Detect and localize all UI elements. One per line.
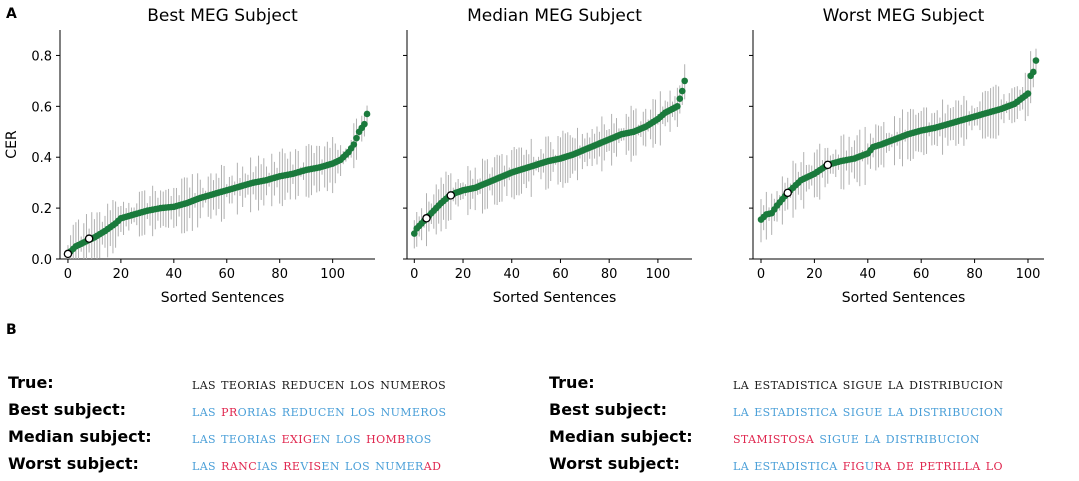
example-sentence: LA ESTADISTICA SIGUE LA DISTRIBUCION <box>733 375 1003 393</box>
x-tick-label: 80 <box>966 267 983 282</box>
x-tick-label: 20 <box>113 267 130 282</box>
correct-segment: SIGUE LA DISTRIBUCION <box>814 429 980 447</box>
x-tick-label: 80 <box>601 267 618 282</box>
correct-segment: EN LOS <box>312 429 367 447</box>
data-point <box>1030 68 1037 76</box>
correct-segment: IAS <box>257 456 284 474</box>
incorrect-segment: STAMISTOSA <box>733 429 815 447</box>
correct-segment: LAS TEORIAS <box>192 429 282 447</box>
chart-title: Median MEG Subject <box>467 6 642 26</box>
highlighted-point <box>446 191 456 200</box>
x-tick-label: 0 <box>410 267 418 282</box>
x-tick-label: 100 <box>320 267 345 282</box>
example-row-label: Median subject: <box>549 427 693 446</box>
correct-segment: V <box>300 456 309 474</box>
incorrect-segment: FIG <box>842 456 865 474</box>
example-sentence: LA ESTADISTICA SIGUE LA DISTRIBUCION <box>733 402 1003 420</box>
y-tick-label: 0.8 <box>31 49 52 64</box>
x-tick-label: 60 <box>552 267 569 282</box>
y-axis-label: CER <box>4 130 20 159</box>
y-tick-label: 0.4 <box>31 151 52 166</box>
incorrect-segment: EXIG <box>281 429 313 447</box>
data-point <box>681 77 688 85</box>
data-point <box>1032 57 1040 64</box>
highlighted-point <box>63 249 73 259</box>
x-tick-label: 40 <box>860 267 877 282</box>
x-tick-label: 40 <box>166 267 183 282</box>
incorrect-segment: RA DE PETRILLA LO <box>874 456 1003 474</box>
x-tick-label: 20 <box>806 267 823 282</box>
correct-segment: U <box>864 456 875 474</box>
x-axis-label: Sorted Sentences <box>842 290 966 306</box>
example-row-label: Worst subject: <box>8 454 139 473</box>
highlighted-point <box>422 214 431 223</box>
correct-segment: ORIAS REDUCEN LOS NUMEROS <box>237 402 447 420</box>
cer-charts: 0.0 0.2 0.4 0.6 0.8 0 20 40 60 80 100 Best MEG Subj… <box>4 6 1044 306</box>
panel-b-letter: B <box>6 322 17 338</box>
correct-segment: EN LOS NUMER <box>321 456 424 474</box>
data-point <box>353 134 360 142</box>
incorrect-segment: AD <box>423 456 442 474</box>
incorrect-segment: RE <box>283 456 301 474</box>
data-point <box>361 120 368 128</box>
data-point <box>678 87 686 95</box>
y-tick-label: 0.2 <box>31 202 52 217</box>
data-point <box>363 110 371 118</box>
x-tick-label: 100 <box>645 267 670 282</box>
x-tick-label: 20 <box>455 267 472 282</box>
x-tick-label: 80 <box>271 267 288 282</box>
example-row-label: Best subject: <box>8 400 127 419</box>
x-tick-label: 100 <box>1016 267 1041 282</box>
data-point <box>350 141 358 148</box>
correct-segment: ROS <box>405 429 432 447</box>
example-sentence: LAS PRORIAS REDUCEN LOS NUMEROS <box>192 402 446 420</box>
x-tick-label: 40 <box>503 267 520 282</box>
x-tick-label: 60 <box>913 267 930 282</box>
x-tick-label: 60 <box>218 267 235 282</box>
example-row-label: True: <box>8 373 54 392</box>
example-sentence: LAS TEORIAS REDUCEN LOS NUMEROS <box>192 375 446 393</box>
incorrect-segment: HOMB <box>366 429 406 447</box>
data-point <box>411 230 418 237</box>
x-axis-label: Sorted Sentences <box>493 290 617 306</box>
data-point <box>676 95 684 102</box>
example-row-label: Worst subject: <box>549 454 680 473</box>
y-tick-label: 0.0 <box>31 253 52 268</box>
true-segment: LA ESTADISTICA SIGUE LA DISTRIBUCION <box>733 375 1004 393</box>
highlighted-point <box>783 188 792 198</box>
chart-title: Worst MEG Subject <box>823 6 985 26</box>
example-row-label: Best subject: <box>549 400 668 419</box>
correct-segment: LA ESTADISTICA <box>733 456 843 474</box>
panel-a-letter: A <box>6 6 17 22</box>
correct-segment: LAS <box>192 402 222 420</box>
highlighted-point <box>823 160 833 170</box>
x-tick-label: 0 <box>757 267 765 282</box>
incorrect-segment: PR <box>221 402 238 420</box>
example-row-label: True: <box>549 373 595 392</box>
correct-segment: LAS <box>192 456 222 474</box>
example-sentence: STAMISTOSA SIGUE LA DISTRIBUCION <box>733 429 980 447</box>
data-point <box>1024 90 1032 97</box>
example-sentence: LAS RANCIAS REVISEN LOS NUMERAD <box>192 456 441 474</box>
incorrect-segment: IS <box>308 456 322 474</box>
x-axis-label: Sorted Sentences <box>161 290 285 306</box>
example-sentence: LA ESTADISTICA FIGURA DE PETRILLA LO <box>733 456 1003 474</box>
data-point <box>674 103 681 110</box>
incorrect-segment: RANC <box>221 456 258 474</box>
x-tick-label: 0 <box>64 267 72 282</box>
example-sentence: LAS TEORIAS EXIGEN LOS HOMBROS <box>192 429 432 447</box>
true-segment: LAS TEORIAS REDUCEN LOS NUMEROS <box>192 375 447 393</box>
highlighted-point <box>84 234 94 243</box>
y-tick-label: 0.6 <box>31 100 52 115</box>
chart-title: Best MEG Subject <box>147 6 298 26</box>
example-row-label: Median subject: <box>8 427 152 446</box>
correct-segment: LA ESTADISTICA SIGUE LA DISTRIBUCION <box>733 402 1004 420</box>
